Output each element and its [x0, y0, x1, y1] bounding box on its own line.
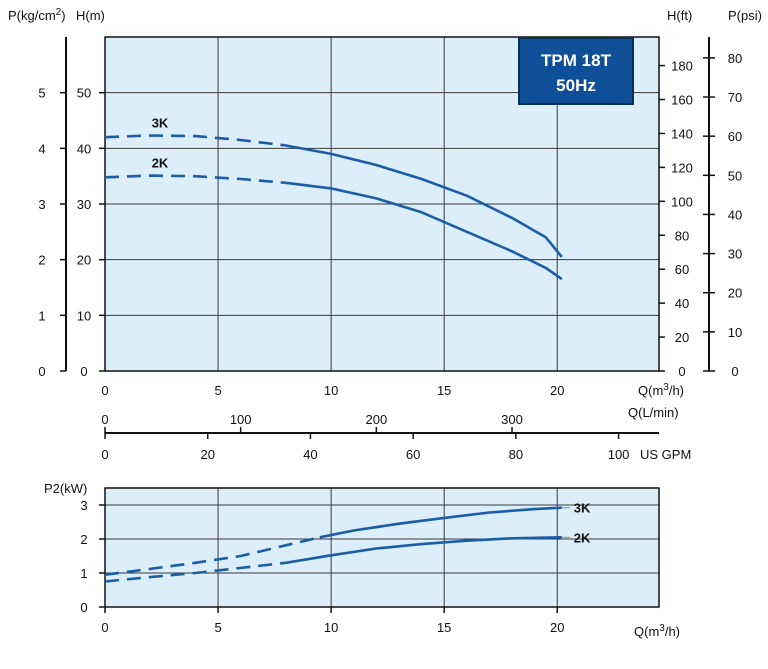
power-curve-label-2K: 2K — [574, 530, 591, 545]
pressure-kg-tick-label: 5 — [38, 86, 45, 101]
model-badge-title: TPM 18T — [541, 51, 612, 70]
head-ft-tick-label: 60 — [675, 262, 689, 277]
flow-lmin-tick-label: 100 — [230, 412, 252, 427]
head-curve-2K-solid — [285, 181, 563, 281]
pressure-psi-tick-label: 30 — [728, 247, 742, 262]
flow-lmin-tick-label: 300 — [501, 412, 523, 427]
power-tick-label: 3 — [80, 498, 87, 513]
pressure-psi-tick-label: 70 — [728, 90, 742, 105]
power-curve-3K-dashed — [104, 536, 321, 576]
head-ft-tick-label: 100 — [671, 194, 693, 209]
flow-lmin-axis-title: Q(L/min) — [628, 405, 679, 420]
power-axis-title: P2(kW) — [44, 481, 87, 496]
head-ft-tick-label: 160 — [671, 93, 693, 108]
head-curve-3K-dashed — [104, 134, 287, 147]
pressure-kg-axis-title: P(kg/cm2) — [8, 7, 66, 23]
head-m-tick-label: 20 — [77, 253, 91, 268]
power-flow-tick-label: 5 — [214, 620, 221, 635]
model-badge — [518, 37, 634, 105]
power-flow-axis-title: Q(m3/h) — [634, 623, 680, 639]
head-flow-tick-label: 15 — [437, 383, 451, 398]
head-m-tick-label: 0 — [80, 364, 87, 379]
head-m-tick-label: 10 — [77, 308, 91, 323]
power-flow-tick-label: 15 — [437, 620, 451, 635]
head-curve-3K-solid — [285, 144, 563, 258]
flow-lmin-tick-label: 200 — [365, 412, 387, 427]
pressure-psi-tick-label: 40 — [728, 207, 742, 222]
head-flow-tick-label: 20 — [550, 383, 564, 398]
power-flow-tick-label: 0 — [101, 620, 108, 635]
pressure-kg-tick-label: 2 — [38, 253, 45, 268]
pressure-kg-tick-label: 0 — [38, 364, 45, 379]
pressure-psi-tick-label: 20 — [728, 286, 742, 301]
flow-lmin-tick-label: 0 — [101, 412, 108, 427]
pressure-psi-tick-label: 10 — [728, 325, 742, 340]
head-flow-tick-label: 10 — [324, 383, 338, 398]
head-curve-2K-dashed — [104, 174, 287, 185]
flow-gpm-tick-label: 40 — [303, 447, 317, 462]
head-flow-tick-label: 0 — [101, 383, 108, 398]
power-curve-label-3K: 3K — [574, 501, 591, 516]
head-ft-tick-label: 140 — [671, 126, 693, 141]
head-flow-tick-label: 5 — [214, 383, 221, 398]
pressure-psi-tick-label: 80 — [728, 51, 742, 66]
flow-gpm-tick-label: 100 — [608, 447, 630, 462]
head-m-tick-label: 50 — [77, 86, 91, 101]
head-curve-label-2K: 2K — [152, 156, 169, 171]
power-flow-tick-label: 20 — [550, 620, 564, 635]
head-m-tick-label: 30 — [77, 197, 91, 212]
flow-gpm-axis-title: US GPM — [640, 447, 691, 462]
flow-gpm-tick-label: 0 — [101, 447, 108, 462]
pressure-psi-axis-title: P(psi) — [728, 8, 762, 23]
pressure-psi-tick-label: 0 — [731, 364, 738, 379]
power-curve-3K-solid — [319, 506, 562, 539]
pressure-kg-tick-label: 3 — [38, 197, 45, 212]
power-flow-tick-label: 10 — [324, 620, 338, 635]
power-tick-label: 1 — [80, 566, 87, 581]
power-tick-label: 0 — [80, 600, 87, 615]
head-m-axis-title: H(m) — [76, 8, 105, 23]
pressure-psi-tick-label: 60 — [728, 129, 742, 144]
head-ft-tick-label: 40 — [675, 296, 689, 311]
flow-gpm-tick-label: 80 — [509, 447, 523, 462]
head-m-tick-label: 40 — [77, 141, 91, 156]
flow-gpm-tick-label: 20 — [200, 447, 214, 462]
pressure-psi-tick-label: 50 — [728, 168, 742, 183]
head-ft-tick-label: 20 — [675, 330, 689, 345]
head-flow-axis-title: Q(m3/h) — [638, 382, 684, 398]
head-curve-label-3K: 3K — [152, 116, 169, 131]
pressure-kg-tick-label: 4 — [38, 141, 45, 156]
head-ft-axis-title: H(ft) — [667, 8, 692, 23]
head-ft-tick-label: 80 — [675, 228, 689, 243]
power-curve-2K-dashed — [104, 561, 287, 583]
power-curve-2K-solid — [285, 536, 562, 565]
head-ft-tick-label: 120 — [671, 160, 693, 175]
head-ft-tick-label: 0 — [678, 364, 685, 379]
model-badge-frequency: 50Hz — [556, 76, 596, 95]
power-tick-label: 2 — [80, 532, 87, 547]
power-plot-frame — [104, 487, 660, 608]
pressure-kg-tick-label: 1 — [38, 308, 45, 323]
head-ft-tick-label: 180 — [671, 59, 693, 74]
flow-gpm-tick-label: 60 — [406, 447, 420, 462]
